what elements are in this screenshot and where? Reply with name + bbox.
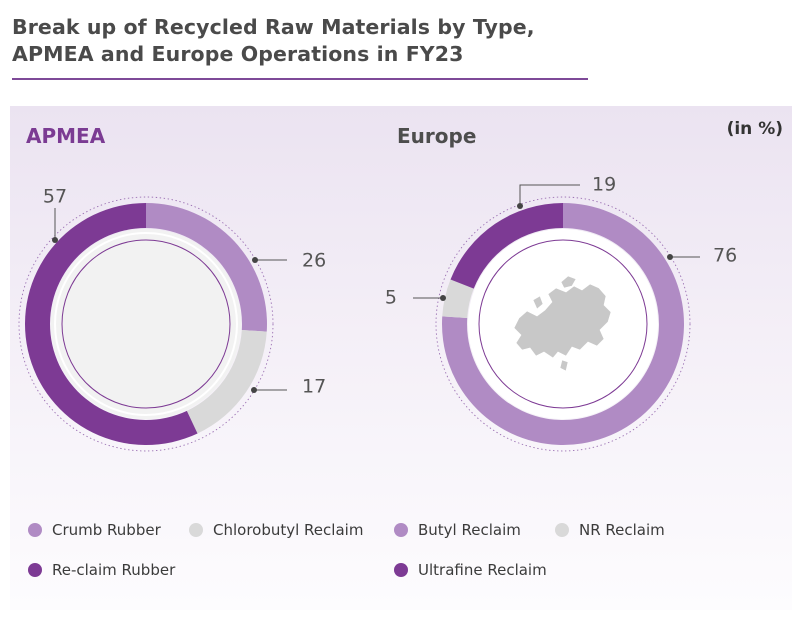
inner-ring [61,239,231,409]
legend-swatch [189,523,203,537]
legend-swatch [28,523,42,537]
legend-label: Chlorobutyl Reclaim [213,521,364,539]
chart-title: Break up of Recycled Raw Materials by Ty… [12,15,535,66]
inner-ring [54,232,238,416]
legend-swatch [28,563,42,577]
legend-item-nr-reclaim: NR Reclaim [555,520,665,540]
donut-slice-nr-reclaim [442,279,474,318]
legend-swatch [394,523,408,537]
data-label: 76 [713,245,737,267]
europe-map-icon [513,275,612,372]
apmea-donut-chart: 26 17 57 [18,186,326,452]
outer-dotted-ring [18,196,274,452]
europe-donut-chart: 76 5 19 [385,174,737,452]
inner-ring [471,232,655,416]
data-label: 19 [592,174,616,196]
donut-slice-ultrafine-reclaim [450,203,563,289]
leader-dot [517,203,523,209]
donut-center [51,229,241,419]
data-label: 17 [302,376,326,398]
unit-label: (in %) [726,119,783,139]
legend-swatch [555,523,569,537]
legend-label: Re-claim Rubber [52,561,176,579]
data-label: 26 [302,250,326,272]
legend-item-crumb-rubber: Crumb Rubber [28,520,161,540]
leader-dot [251,387,257,393]
outer-dotted-ring [435,196,691,452]
legend-label: Butyl Reclaim [418,521,521,539]
legend-swatch [394,563,408,577]
donut-slice-re-claim-rubber [24,203,198,445]
legend-item-chlorobutyl-reclaim: Chlorobutyl Reclaim [189,520,363,540]
legend-label: Ultrafine Reclaim [418,561,547,579]
donut-slice-crumb-rubber [146,203,267,332]
legend-item-butyl-reclaim: Butyl Reclaim [394,520,521,540]
legend-label: NR Reclaim [579,521,665,539]
legend-item-ultrafine-reclaim: Ultrafine Reclaim [394,560,547,580]
inner-ring [478,239,648,409]
data-label: 5 [385,287,397,309]
legend-item-re-claim-rubber: Re-claim Rubber [28,560,175,580]
data-label: 57 [43,186,67,208]
leader-dot [440,295,446,301]
leader-dot [252,257,258,263]
europe-chart-title: Europe [397,124,477,148]
leader-line [519,184,580,206]
leader-dot [52,237,58,243]
apmea-chart-title: APMEA [26,124,106,148]
donut-slice-chlorobutyl-reclaim [186,330,267,434]
legend-label: Crumb Rubber [52,521,161,539]
title-underline [12,78,588,80]
leader-dot [667,254,673,260]
